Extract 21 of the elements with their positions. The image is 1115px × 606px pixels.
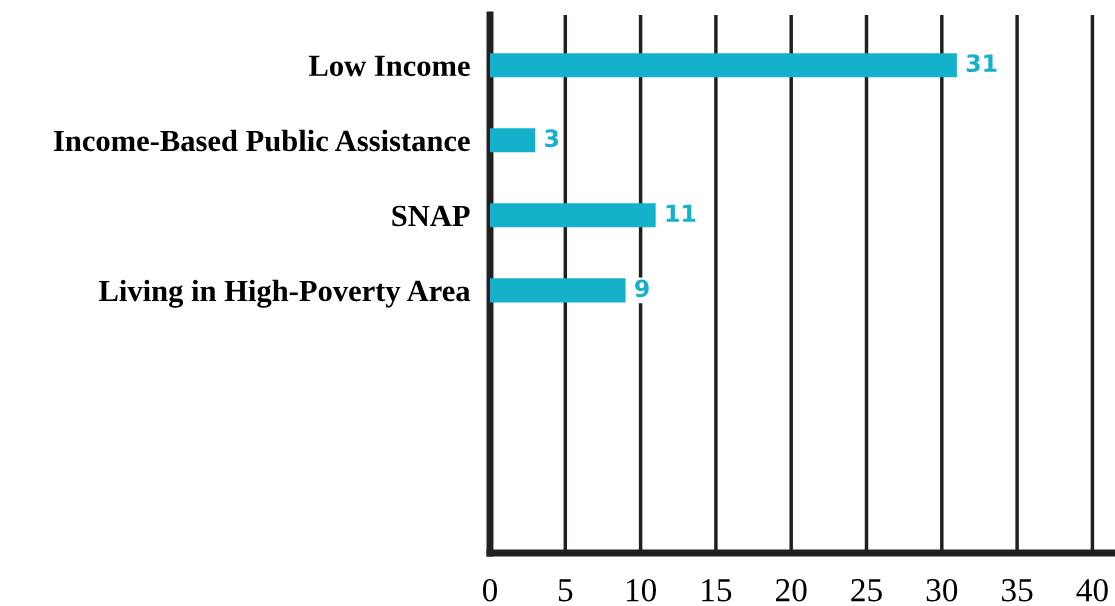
data-label: 3 — [545, 129, 559, 148]
bar — [490, 278, 626, 303]
bar — [490, 128, 536, 153]
data-label: 9 — [635, 279, 649, 298]
y-tick-label: Living in High-Poverty Area — [99, 279, 471, 308]
y-tick-label: SNAP — [392, 205, 470, 227]
x-tick-label: 20 — [776, 578, 807, 602]
y-tick-label: Income-Based Public Assistance — [53, 129, 470, 152]
x-tick-label: 0 — [482, 578, 498, 602]
x-tick-label: 30 — [926, 578, 958, 602]
bar — [490, 203, 656, 228]
x-tick-label: 25 — [851, 579, 882, 602]
x-tick-label: 10 — [626, 578, 656, 602]
x-tick-label: 40 — [1076, 578, 1108, 602]
x-tick-label: 15 — [702, 579, 732, 602]
x-tick-label: 5 — [558, 579, 573, 602]
bar — [490, 53, 957, 78]
x-tick-label: 35 — [1002, 579, 1033, 602]
y-tick-label: Low Income — [308, 55, 470, 77]
data-label: 31 — [966, 54, 997, 73]
data-label: 11 — [666, 204, 696, 222]
